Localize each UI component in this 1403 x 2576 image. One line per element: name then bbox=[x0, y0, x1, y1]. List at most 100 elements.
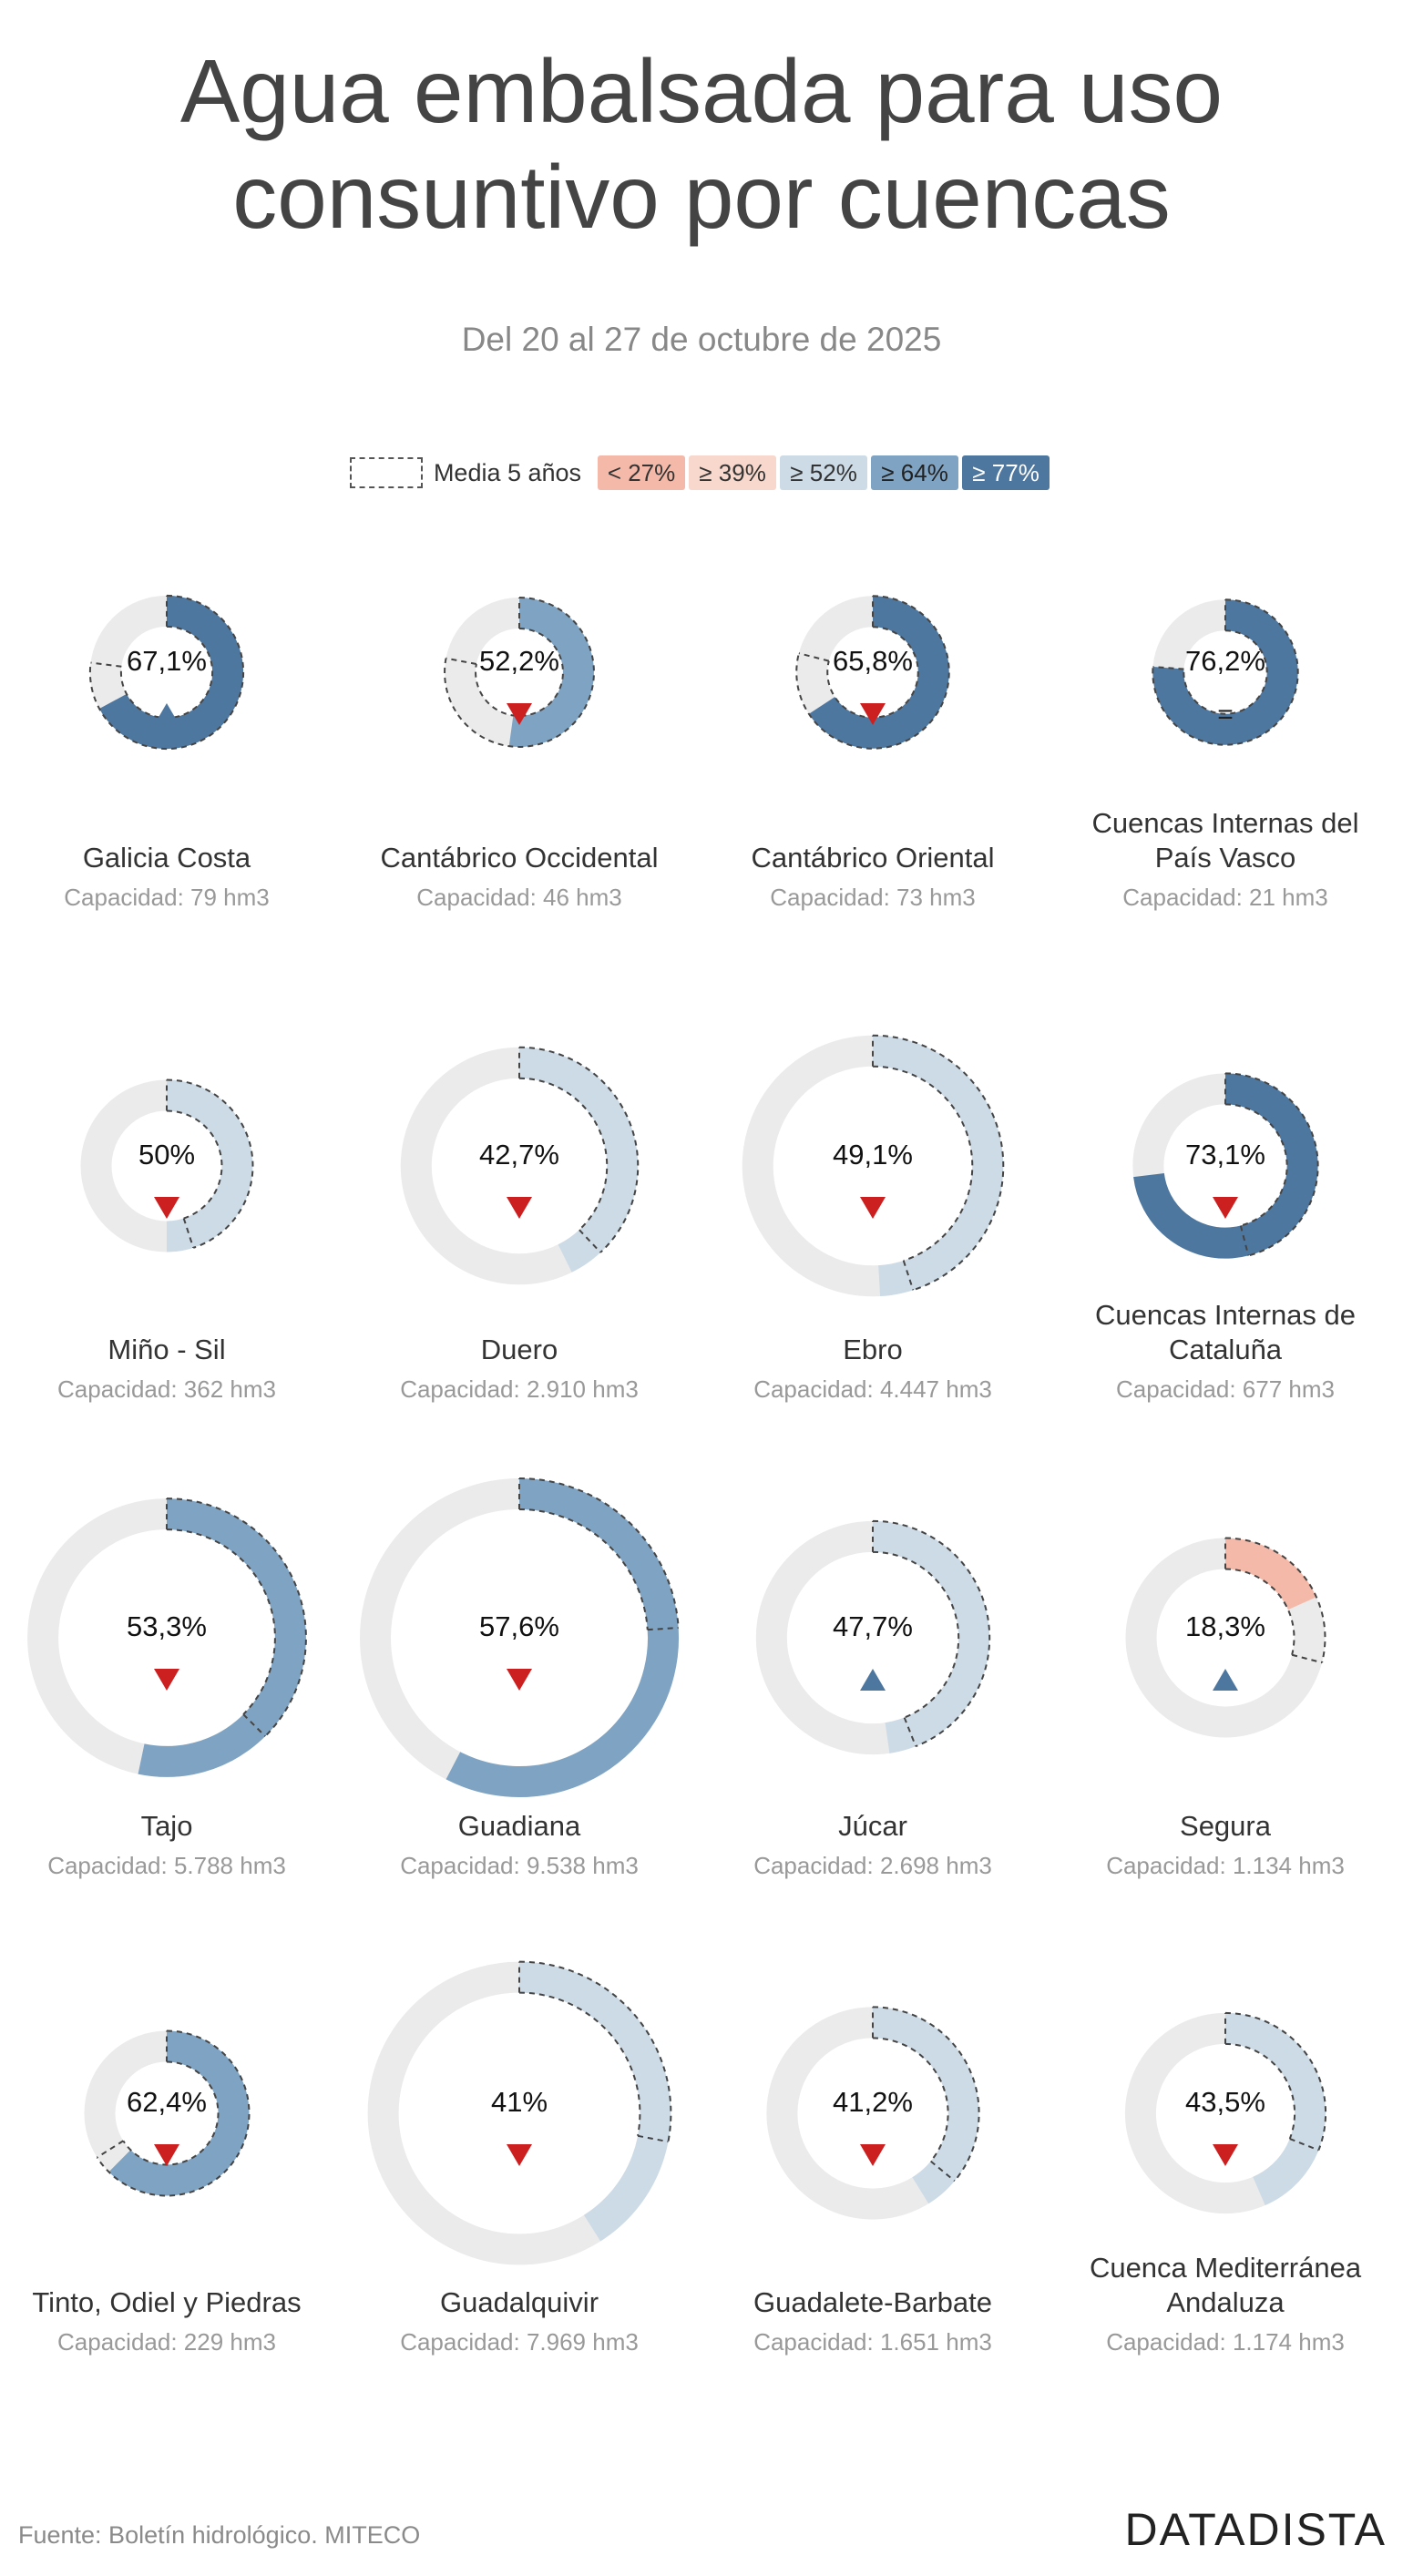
avg-end-cantabrico-oriental bbox=[798, 652, 830, 662]
trend-equal-icon-cuencas-internas-del-pais-vasco: = bbox=[1217, 700, 1234, 730]
trend-down-icon-duero bbox=[507, 1197, 532, 1219]
avg-end-tinto-odiel-y-piedras bbox=[97, 2140, 124, 2159]
avg-outer-duero bbox=[518, 1046, 640, 1253]
capacity-label-guadiana: Capacidad: 9.538 hm3 bbox=[400, 1852, 639, 1879]
percent-label-guadiana: 57,6% bbox=[479, 1610, 559, 1642]
basin-name-galicia-costa: Galicia Costa bbox=[83, 842, 251, 874]
trend-down-icon-cuencas-internas-de-cataluna bbox=[1213, 1197, 1238, 1219]
avg-outer-tajo bbox=[166, 1498, 307, 1737]
avg-end-cuencas-internas-de-cataluna bbox=[1239, 1225, 1250, 1256]
basin-name-mino-sil: Miño - Sil bbox=[108, 1334, 225, 1365]
percent-label-cantabrico-occidental: 52,2% bbox=[479, 645, 559, 677]
basin-name-cuenca-mediterranea-andaluza-2: Andaluza bbox=[1166, 2286, 1285, 2318]
avg-end-mino-sil bbox=[182, 1218, 195, 1249]
capacity-label-guadalquivir: Capacidad: 7.969 hm3 bbox=[400, 2328, 639, 2356]
basin-name-cuencas-internas-del-pais-vasco-1: Cuencas Internas del bbox=[1092, 807, 1359, 839]
trend-down-icon-tajo bbox=[154, 1669, 179, 1691]
avg-inner-cantabrico-occidental bbox=[475, 628, 564, 717]
donut-value-arc-cuencas-internas-del-pais-vasco bbox=[1152, 599, 1298, 745]
donut-value-arc-guadalete-barbate bbox=[872, 2007, 979, 2204]
legend-bin-2: ≥ 39% bbox=[689, 455, 777, 490]
avg-outer-guadiana bbox=[518, 1477, 680, 1629]
capacity-label-cuencas-internas-de-cataluna: Capacidad: 677 hm3 bbox=[1116, 1375, 1335, 1403]
capacity-label-ebro: Capacidad: 4.447 hm3 bbox=[753, 1375, 992, 1403]
avg-outer-jucar bbox=[872, 1519, 991, 1748]
donut-value-arc-cantabrico-oriental bbox=[808, 596, 949, 749]
avg-end-cuenca-mediterranea-andaluza bbox=[1289, 2138, 1319, 2152]
avg-end-jucar bbox=[903, 1717, 917, 1747]
avg-outer-segura bbox=[1224, 1537, 1326, 1663]
basin-name-segura: Segura bbox=[1180, 1810, 1272, 1842]
avg-inner-jucar bbox=[872, 1550, 960, 1719]
average-label: Media 5 años bbox=[433, 458, 582, 486]
capacity-label-cantabrico-occidental: Capacidad: 46 hm3 bbox=[416, 884, 621, 911]
date-range-subtitle: Del 20 al 27 de octubre de 2025 bbox=[461, 321, 942, 358]
title-line-1: Agua embalsada para uso bbox=[179, 41, 1224, 141]
avg-outer-guadalete-barbate bbox=[872, 2006, 980, 2182]
capacity-label-duero: Capacidad: 2.910 hm3 bbox=[400, 1375, 639, 1403]
basin-name-tajo: Tajo bbox=[141, 1810, 193, 1842]
avg-end-cantabrico-occidental bbox=[445, 657, 477, 665]
legend-bin-4: ≥ 64% bbox=[871, 455, 959, 490]
trend-up-icon-galicia-costa bbox=[154, 703, 179, 725]
donut-value-arc-cuenca-mediterranea-andaluza bbox=[1224, 2012, 1326, 2206]
avg-end-guadalete-barbate bbox=[930, 2160, 956, 2182]
legend-bin-1: < 27% bbox=[598, 455, 686, 490]
avg-end-galicia-costa bbox=[90, 661, 122, 668]
capacity-label-segura: Capacidad: 1.134 hm3 bbox=[1106, 1852, 1345, 1879]
donut-value-arc-ebro bbox=[872, 1035, 1004, 1297]
basin-name-cuenca-mediterranea-andaluza-1: Cuenca Mediterránea bbox=[1090, 2252, 1362, 2284]
avg-end-ebro bbox=[902, 1260, 915, 1291]
basin-name-cuencas-internas-de-cataluna-1: Cuencas Internas de bbox=[1095, 1299, 1356, 1331]
capacity-label-tajo: Capacidad: 5.788 hm3 bbox=[47, 1852, 286, 1879]
percent-label-tajo: 53,3% bbox=[127, 1610, 207, 1642]
percent-label-cuencas-internas-del-pais-vasco: 76,2% bbox=[1185, 645, 1265, 677]
donut-value-arc-mino-sil bbox=[166, 1079, 252, 1252]
avg-outer-cuencas-internas-de-cataluna bbox=[1224, 1072, 1319, 1257]
trend-down-icon-guadalete-barbate bbox=[860, 2144, 886, 2166]
avg-outer-galicia-costa bbox=[88, 594, 245, 751]
basin-name-guadalquivir: Guadalquivir bbox=[440, 2286, 599, 2318]
avg-inner-duero bbox=[518, 1077, 609, 1231]
avg-outer-guadalquivir bbox=[518, 1960, 672, 2142]
basin-name-duero: Duero bbox=[481, 1334, 558, 1365]
capacity-label-jucar: Capacidad: 2.698 hm3 bbox=[753, 1852, 992, 1879]
basin-name-cuencas-internas-de-cataluna-2: Cataluña bbox=[1169, 1334, 1283, 1365]
capacity-label-cuencas-internas-del-pais-vasco: Capacidad: 21 hm3 bbox=[1122, 884, 1327, 911]
brand-logo: DATADISTA bbox=[1124, 2504, 1387, 2555]
donut-value-arc-segura bbox=[1224, 1538, 1316, 1610]
percent-label-duero: 42,7% bbox=[479, 1139, 559, 1170]
avg-inner-cuencas-internas-de-cataluna bbox=[1224, 1103, 1288, 1227]
legend: Media 5 años < 27% ≥ 39% ≥ 52% ≥ 64% ≥ 7… bbox=[0, 455, 1403, 490]
source-note: Fuente: Boletín hidrológico. MITECO bbox=[18, 2521, 421, 2549]
basin-name-cantabrico-oriental: Cantábrico Oriental bbox=[751, 842, 994, 874]
trend-down-icon-guadalquivir bbox=[507, 2144, 532, 2166]
avg-end-tajo bbox=[242, 1713, 266, 1737]
trend-up-icon-jucar bbox=[860, 1669, 886, 1691]
basin-name-cantabrico-occidental: Cantábrico Occidental bbox=[381, 842, 659, 874]
trend-down-icon-cantabrico-occidental bbox=[507, 703, 532, 725]
trend-down-icon-tinto-odiel-y-piedras bbox=[154, 2144, 179, 2166]
donut-value-arc-guadiana bbox=[445, 1478, 679, 1797]
basin-name-guadalete-barbate: Guadalete-Barbate bbox=[753, 2286, 992, 2318]
avg-inner-guadalete-barbate bbox=[872, 2037, 949, 2162]
avg-inner-ebro bbox=[872, 1065, 974, 1262]
avg-inner-guadalquivir bbox=[518, 1991, 641, 2136]
avg-end-guadalquivir bbox=[637, 2134, 669, 2143]
percent-label-galicia-costa: 67,1% bbox=[127, 645, 207, 677]
capacity-label-tinto-odiel-y-piedras: Capacidad: 229 hm3 bbox=[57, 2328, 276, 2356]
capacity-label-guadalete-barbate: Capacidad: 1.651 hm3 bbox=[753, 2328, 992, 2356]
avg-end-cuencas-internas-del-pais-vasco bbox=[1152, 665, 1184, 670]
percent-label-mino-sil: 50% bbox=[138, 1139, 195, 1170]
avg-end-duero bbox=[579, 1229, 601, 1253]
basin-name-guadiana: Guadiana bbox=[458, 1810, 581, 1842]
legend-bin-5: ≥ 77% bbox=[962, 455, 1050, 490]
avg-inner-segura bbox=[1224, 1568, 1295, 1656]
avg-outer-mino-sil bbox=[166, 1078, 254, 1249]
percent-label-guadalete-barbate: 41,2% bbox=[833, 2086, 913, 2118]
percent-label-jucar: 47,7% bbox=[833, 1610, 913, 1642]
trend-down-icon-guadiana bbox=[507, 1669, 532, 1691]
percent-label-cantabrico-oriental: 65,8% bbox=[833, 645, 913, 677]
avg-end-segura bbox=[1291, 1653, 1323, 1664]
trend-down-icon-cuenca-mediterranea-andaluza bbox=[1213, 2144, 1238, 2166]
